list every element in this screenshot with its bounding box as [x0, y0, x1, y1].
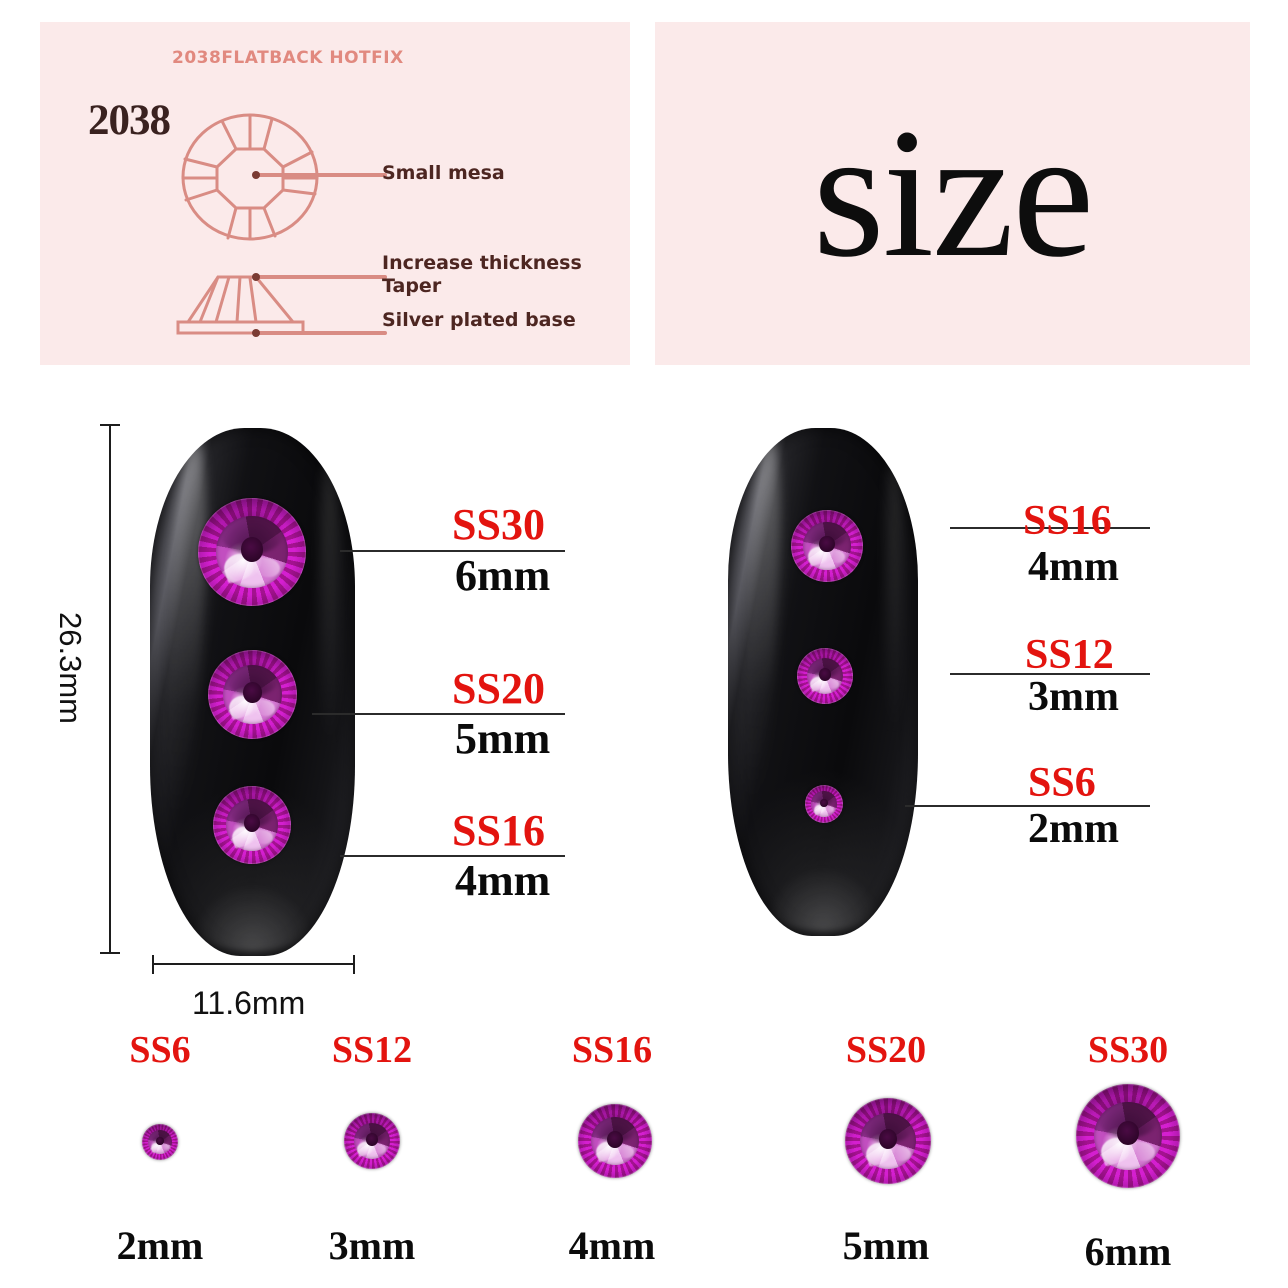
gem-ss6 — [805, 785, 843, 823]
swatch-gem-ss30 — [1076, 1084, 1180, 1188]
dim-height-cap-top — [100, 424, 120, 426]
label-ss6: SS6 — [1028, 760, 1096, 806]
leader-ss30 — [340, 550, 565, 552]
dim-height-line — [109, 424, 111, 954]
dim-width-cap-right — [353, 955, 355, 974]
nail-gloss-highlight — [158, 437, 214, 820]
callout-small-mesa: Small mesa — [382, 162, 505, 184]
swatch-mm-ss30: 6mm — [1084, 1229, 1172, 1274]
gem-ss30 — [198, 498, 306, 606]
leader-ss12 — [950, 673, 1150, 675]
swatch-gem-ss6 — [142, 1124, 178, 1160]
callout-taper: Taper — [382, 275, 442, 297]
swatch-label-ss20: SS20 — [845, 1029, 927, 1071]
swatch-mm-ss20: 5mm — [842, 1223, 930, 1268]
callout-increase-thickness: Increase thickness — [382, 252, 582, 274]
dot-increase-thickness — [252, 273, 260, 281]
label-ss20: SS20 — [452, 664, 545, 713]
nail-tip-shine — [186, 882, 319, 951]
swatch-mm-ss6: 2mm — [116, 1223, 204, 1268]
label-ss30-mm: 6mm — [455, 551, 551, 600]
label-ss20-mm: 5mm — [455, 714, 551, 763]
size-heading: size — [812, 91, 1095, 296]
side-view-base-plate — [176, 320, 305, 335]
swatch-label-ss30: SS30 — [1087, 1029, 1169, 1071]
nail-edge-highlight — [320, 459, 339, 756]
dim-height-cap-bottom — [100, 952, 120, 954]
swatch-label-ss6: SS6 — [129, 1029, 191, 1071]
flatback-diagram — [176, 113, 387, 337]
swatch-label-ss16: SS16 — [571, 1029, 653, 1071]
swatch-gem-ss12 — [344, 1113, 400, 1169]
leader-ss6 — [905, 805, 1150, 807]
dim-width-line — [152, 963, 355, 965]
gem-ss16-right — [791, 510, 863, 582]
label-ss16-left-mm: 4mm — [455, 856, 551, 905]
gem-ss12 — [797, 648, 853, 704]
swatch-mm-ss12: 3mm — [328, 1223, 416, 1268]
dim-height-label: 26.3mm — [53, 612, 88, 724]
swatch-gem-ss20 — [845, 1098, 931, 1184]
dot-small-mesa — [252, 171, 260, 179]
stone-table-octagon — [215, 147, 285, 210]
nail-tip-shine-2 — [762, 864, 884, 931]
label-ss16-left: SS16 — [452, 806, 545, 855]
label-ss16-right-mm: 4mm — [1028, 544, 1119, 590]
label-ss6-mm: 2mm — [1028, 806, 1119, 852]
size-panel — [655, 22, 1250, 365]
label-ss16-right: SS16 — [1023, 498, 1112, 544]
gem-ss20 — [208, 650, 297, 739]
callout-silver-plated-base: Silver plated base — [382, 309, 576, 331]
leader-ss16-right — [950, 527, 1150, 529]
leader-ss20 — [312, 713, 565, 715]
dim-width-cap-left — [152, 955, 154, 974]
leader-ss16-left — [340, 855, 565, 857]
spec-panel — [40, 22, 630, 365]
label-ss12: SS12 — [1025, 632, 1114, 678]
nail-edge-highlight-2 — [885, 458, 903, 743]
product-code-2038: 2038 — [88, 97, 171, 144]
label-ss12-mm: 3mm — [1028, 674, 1119, 720]
dim-width-label: 11.6mm — [192, 985, 306, 1021]
swatch-label-ss12: SS12 — [331, 1029, 413, 1071]
label-ss30: SS30 — [452, 500, 545, 549]
swatch-mm-ss16: 4mm — [568, 1223, 656, 1268]
gem-ss16-left — [213, 786, 291, 864]
swatch-gem-ss16 — [578, 1104, 652, 1178]
nail-gloss-highlight-2 — [735, 437, 787, 805]
spec-panel-title: 2038FLATBACK HOTFIX — [172, 48, 404, 68]
dot-silver-base — [252, 329, 260, 337]
